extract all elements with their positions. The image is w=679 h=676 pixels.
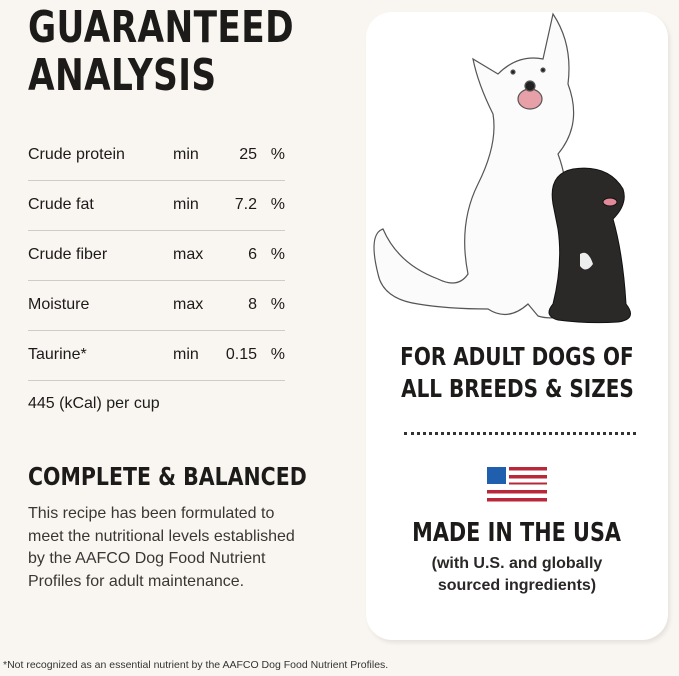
footnote: *Not recognized as an essential nutrient… <box>3 659 389 671</box>
value: 7.2 <box>234 196 257 213</box>
sourcing-line-2: sourced ingredients) <box>437 577 597 594</box>
unit: % <box>270 246 285 263</box>
sourcing-line-1: (with U.S. and globally <box>431 555 603 572</box>
analysis-row: Crude protein min 25% <box>28 130 285 181</box>
nutrient: Crude fiber <box>28 246 108 263</box>
nutrient: Crude protein <box>28 146 125 163</box>
qualifier: min <box>173 196 199 213</box>
nutrient: Moisture <box>28 296 90 313</box>
nutrient: Crude fat <box>28 196 94 213</box>
unit: % <box>270 146 285 163</box>
qualifier: max <box>173 246 204 263</box>
white-dog-icon <box>373 12 575 319</box>
audience-line-2: ALL BREEDS & SIZES <box>366 374 668 404</box>
value: 6 <box>248 246 257 263</box>
qualifier: min <box>173 346 199 363</box>
qualifier: min <box>173 146 199 163</box>
sourcing-note: (with U.S. and globally sourced ingredie… <box>366 553 668 597</box>
audience-line-1: FOR ADULT DOGS OF <box>366 342 668 372</box>
complete-balanced-text: This recipe has been formulated to meet … <box>28 505 295 590</box>
unit: % <box>270 346 285 363</box>
analysis-row: Taurine* min 0.15% <box>28 330 285 381</box>
title-line-2: ANALYSIS <box>28 50 217 101</box>
black-dog-icon <box>548 167 631 324</box>
analysis-row: Crude fiber max 6% <box>28 230 285 281</box>
complete-balanced-title: COMPLETE & BALANCED <box>28 462 307 491</box>
title-line-1: GUARANTEED <box>28 2 294 53</box>
unit: % <box>270 196 285 213</box>
info-card: FOR ADULT DOGS OF ALL BREEDS & SIZES MAD… <box>366 12 668 640</box>
unit: % <box>270 296 285 313</box>
audience-text-1: FOR ADULT DOGS OF <box>400 342 634 371</box>
analysis-row: Moisture max 8% <box>28 280 285 331</box>
value: 8 <box>248 296 257 313</box>
audience-text-2: ALL BREEDS & SIZES <box>400 374 634 403</box>
dogs-illustration <box>373 12 631 324</box>
made-in-usa: MADE IN THE USA <box>366 517 668 548</box>
analysis-row: Crude fat min 7.2% <box>28 180 285 231</box>
us-flag-icon <box>487 467 547 502</box>
dotted-divider <box>404 432 636 435</box>
calories: 445 (kCal) per cup <box>28 395 160 412</box>
made-in-text: MADE IN THE USA <box>412 518 622 548</box>
page-title: GUARANTEED ANALYSIS <box>28 4 294 100</box>
value: 25 <box>239 146 257 163</box>
qualifier: max <box>173 296 204 313</box>
value: 0.15 <box>225 346 257 363</box>
nutrient: Taurine* <box>28 346 87 363</box>
